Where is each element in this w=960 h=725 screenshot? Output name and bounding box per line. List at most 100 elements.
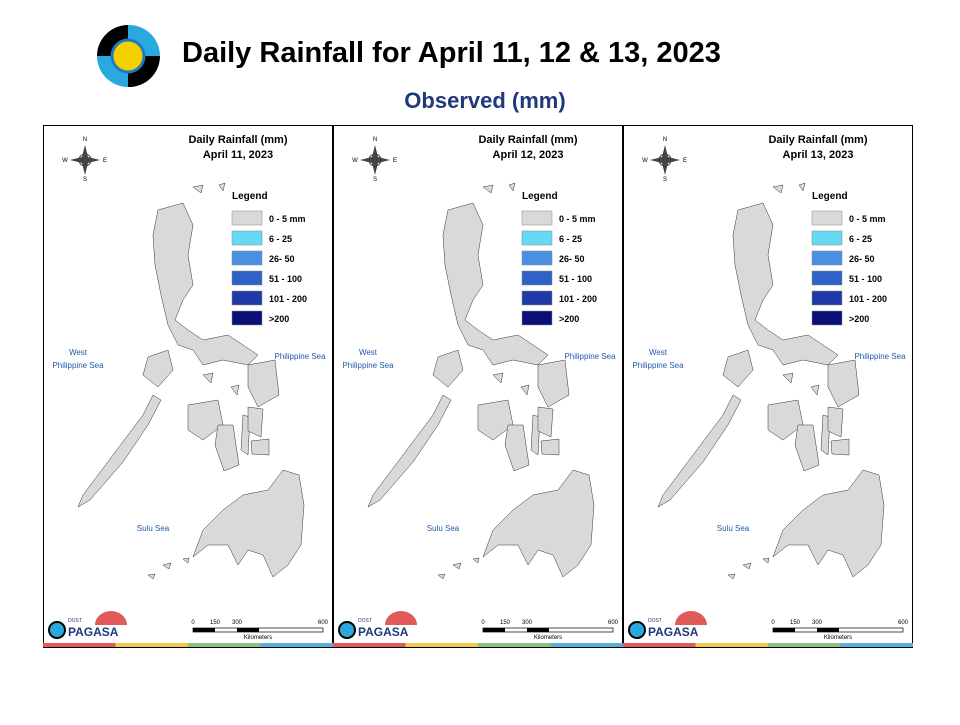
compass-label: E (683, 158, 687, 164)
logo-dost: DOST (68, 618, 82, 624)
footer-strip (43, 643, 116, 647)
legend-label: 6 - 25 (559, 234, 582, 244)
slide-subtitle: Observed (mm) (404, 88, 565, 113)
logo-name: PAGASA (68, 625, 119, 639)
scale-tick: 150 (500, 620, 511, 626)
footer-strip (333, 643, 406, 647)
footer-strip (840, 643, 913, 647)
scale-tick: 150 (210, 620, 221, 626)
legend-swatch (811, 230, 843, 246)
legend-swatch (231, 290, 263, 306)
logo-mark (48, 621, 66, 639)
slide-title: Daily Rainfall for April 11, 12 & 13, 20… (182, 37, 721, 69)
footer-strip (405, 643, 478, 647)
compass-label: S (83, 177, 87, 183)
panel-title: Daily Rainfall (mm) (188, 134, 287, 146)
legend-swatch (811, 250, 843, 266)
legend-label: 26- 50 (559, 254, 585, 264)
panel-frame (333, 125, 623, 648)
logo-umbrella (675, 611, 707, 625)
footer-strip (478, 643, 551, 647)
scale-tick: 600 (608, 620, 619, 626)
legend-swatch (811, 310, 843, 326)
logo-mark (338, 621, 356, 639)
legend-swatch (521, 230, 553, 246)
scale-unit: Kilometers (824, 635, 852, 641)
compass-label: W (642, 158, 648, 164)
sea-label: Philippine Sea (342, 361, 394, 370)
compass-rose (70, 145, 100, 175)
legend-label: 26- 50 (849, 254, 875, 264)
legend-title: Legend (522, 191, 558, 202)
sea-label: West (359, 348, 378, 357)
compass-rose (360, 145, 390, 175)
legend-swatch (521, 290, 553, 306)
legend-swatch (231, 310, 263, 326)
footer-strip (550, 643, 623, 647)
legend-label: >200 (559, 314, 579, 324)
footer-strip (260, 643, 333, 647)
logo-dost: DOST (648, 618, 662, 624)
panel-date: April 12, 2023 (493, 149, 564, 161)
compass-label: E (393, 158, 397, 164)
legend-swatch (811, 270, 843, 286)
scale-tick: 300 (812, 620, 823, 626)
sea-label: West (649, 348, 668, 357)
legend-swatch (231, 230, 263, 246)
legend-swatch (231, 270, 263, 286)
legend-label: 51 - 100 (269, 274, 302, 284)
panel-date: April 11, 2023 (203, 149, 273, 161)
legend-swatch (521, 310, 553, 326)
compass-label: W (62, 158, 68, 164)
sea-label: Philippine Sea (52, 361, 104, 370)
scale-bar (483, 628, 505, 632)
legend-swatch (521, 250, 553, 266)
sea-label: Sulu Sea (717, 524, 750, 533)
legend-label: 6 - 25 (849, 234, 872, 244)
compass-label: E (103, 158, 107, 164)
scale-tick: 600 (898, 620, 909, 626)
map-panel: Daily Rainfall (mm) April 13, 2023 N S E W Leg… (623, 125, 913, 648)
footer-strip (695, 643, 768, 647)
footer-strip (768, 643, 841, 647)
scale-bar (527, 628, 549, 632)
scale-bar (237, 628, 259, 632)
logo-umbrella (385, 611, 417, 625)
legend-label: 101 - 200 (269, 294, 307, 304)
compass-label: S (663, 177, 667, 183)
compass-ring (368, 153, 382, 167)
legend-label: 0 - 5 mm (559, 214, 596, 224)
footer-strip (623, 643, 696, 647)
panel-title: Daily Rainfall (mm) (768, 134, 867, 146)
compass-label: S (373, 177, 377, 183)
sea-label: West (69, 348, 88, 357)
logo-name: PAGASA (358, 625, 409, 639)
legend-label: 26- 50 (269, 254, 295, 264)
legend-label: 101 - 200 (849, 294, 887, 304)
legend-title: Legend (812, 191, 848, 202)
legend-label: >200 (849, 314, 869, 324)
scale-tick: 0 (771, 620, 775, 626)
sea-label: Philippine Sea (274, 352, 326, 361)
compass-label: N (373, 137, 377, 143)
legend-label: >200 (269, 314, 289, 324)
sea-label: Philippine Sea (854, 352, 906, 361)
scale-bar (817, 628, 839, 632)
sea-label: Sulu Sea (427, 524, 460, 533)
legend-label: 101 - 200 (559, 294, 597, 304)
scale-tick: 300 (522, 620, 533, 626)
scale-tick: 0 (481, 620, 485, 626)
compass-label: W (352, 158, 358, 164)
scale-tick: 300 (232, 620, 243, 626)
legend-label: 6 - 25 (269, 234, 292, 244)
compass-rose (650, 145, 680, 175)
logo-umbrella (95, 611, 127, 625)
legend-label: 51 - 100 (849, 274, 882, 284)
footer-strip (115, 643, 188, 647)
legend-swatch (521, 210, 553, 226)
legend-swatch (231, 250, 263, 266)
legend-title: Legend (232, 191, 268, 202)
legend-swatch (811, 290, 843, 306)
